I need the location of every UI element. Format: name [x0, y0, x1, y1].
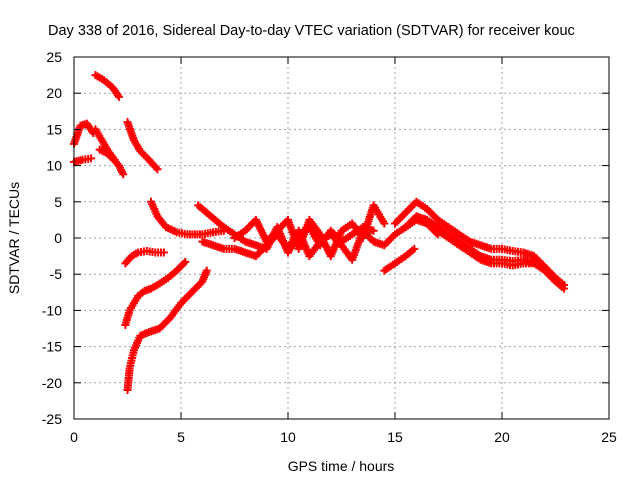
data-point	[114, 92, 123, 101]
y-tick-label: -10	[42, 302, 62, 318]
data-point	[87, 154, 96, 163]
series-sat-f	[123, 118, 162, 174]
series-sat-j	[123, 266, 211, 395]
y-tick-label: 10	[46, 158, 62, 174]
series-sat-b	[70, 154, 96, 166]
series-sat-d	[95, 145, 128, 179]
data-point	[159, 248, 168, 257]
y-tick-label: 0	[54, 230, 62, 246]
y-tick-label: -25	[42, 411, 62, 427]
x-tick-label: 15	[387, 429, 403, 445]
y-axis-label: SDTVAR / TECUs	[6, 182, 22, 294]
x-tick-label: 25	[601, 429, 617, 445]
axes: 0 5 10 15 20 25 -25 -20 -15 -10 -5 0 5 10 15 20 25	[42, 49, 617, 445]
grid-lines	[74, 57, 609, 419]
y-tick-label: -20	[42, 375, 62, 391]
y-tick-label: 5	[54, 194, 62, 210]
data-point	[202, 266, 211, 275]
data-point	[153, 165, 162, 174]
data-point	[181, 257, 190, 266]
series-sat-i	[121, 257, 190, 329]
x-axis-label: GPS time / hours	[288, 458, 395, 474]
series-sat-o	[391, 197, 569, 290]
data-series	[70, 71, 569, 395]
series-sat-e	[91, 71, 123, 101]
series-sat-n	[380, 244, 419, 275]
series-sat-h	[121, 247, 168, 268]
data-point	[560, 284, 569, 293]
data-point	[369, 226, 378, 235]
series-sat-l	[230, 201, 389, 261]
y-tick-label: -15	[42, 339, 62, 355]
y-tick-label: -5	[50, 266, 63, 282]
y-tick-label: 25	[46, 49, 62, 65]
y-tick-label: 20	[46, 85, 62, 101]
x-tick-label: 20	[494, 429, 510, 445]
x-tick-label: 5	[177, 429, 185, 445]
data-point	[530, 259, 539, 268]
series-sat-q	[423, 219, 539, 270]
data-point	[410, 244, 419, 253]
series-sat-g	[147, 197, 228, 239]
data-point	[119, 170, 128, 179]
data-point	[380, 219, 389, 228]
x-tick-label: 0	[70, 429, 78, 445]
y-tick-label: 15	[46, 121, 62, 137]
x-tick-label: 10	[280, 429, 296, 445]
chart-title: Day 338 of 2016, Sidereal Day-to-day VTE…	[48, 23, 575, 39]
